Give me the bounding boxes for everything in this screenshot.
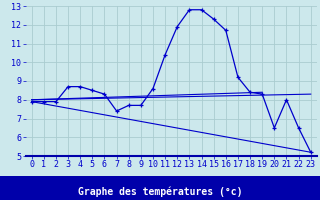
- Text: Graphe des températures (°c): Graphe des températures (°c): [78, 187, 242, 197]
